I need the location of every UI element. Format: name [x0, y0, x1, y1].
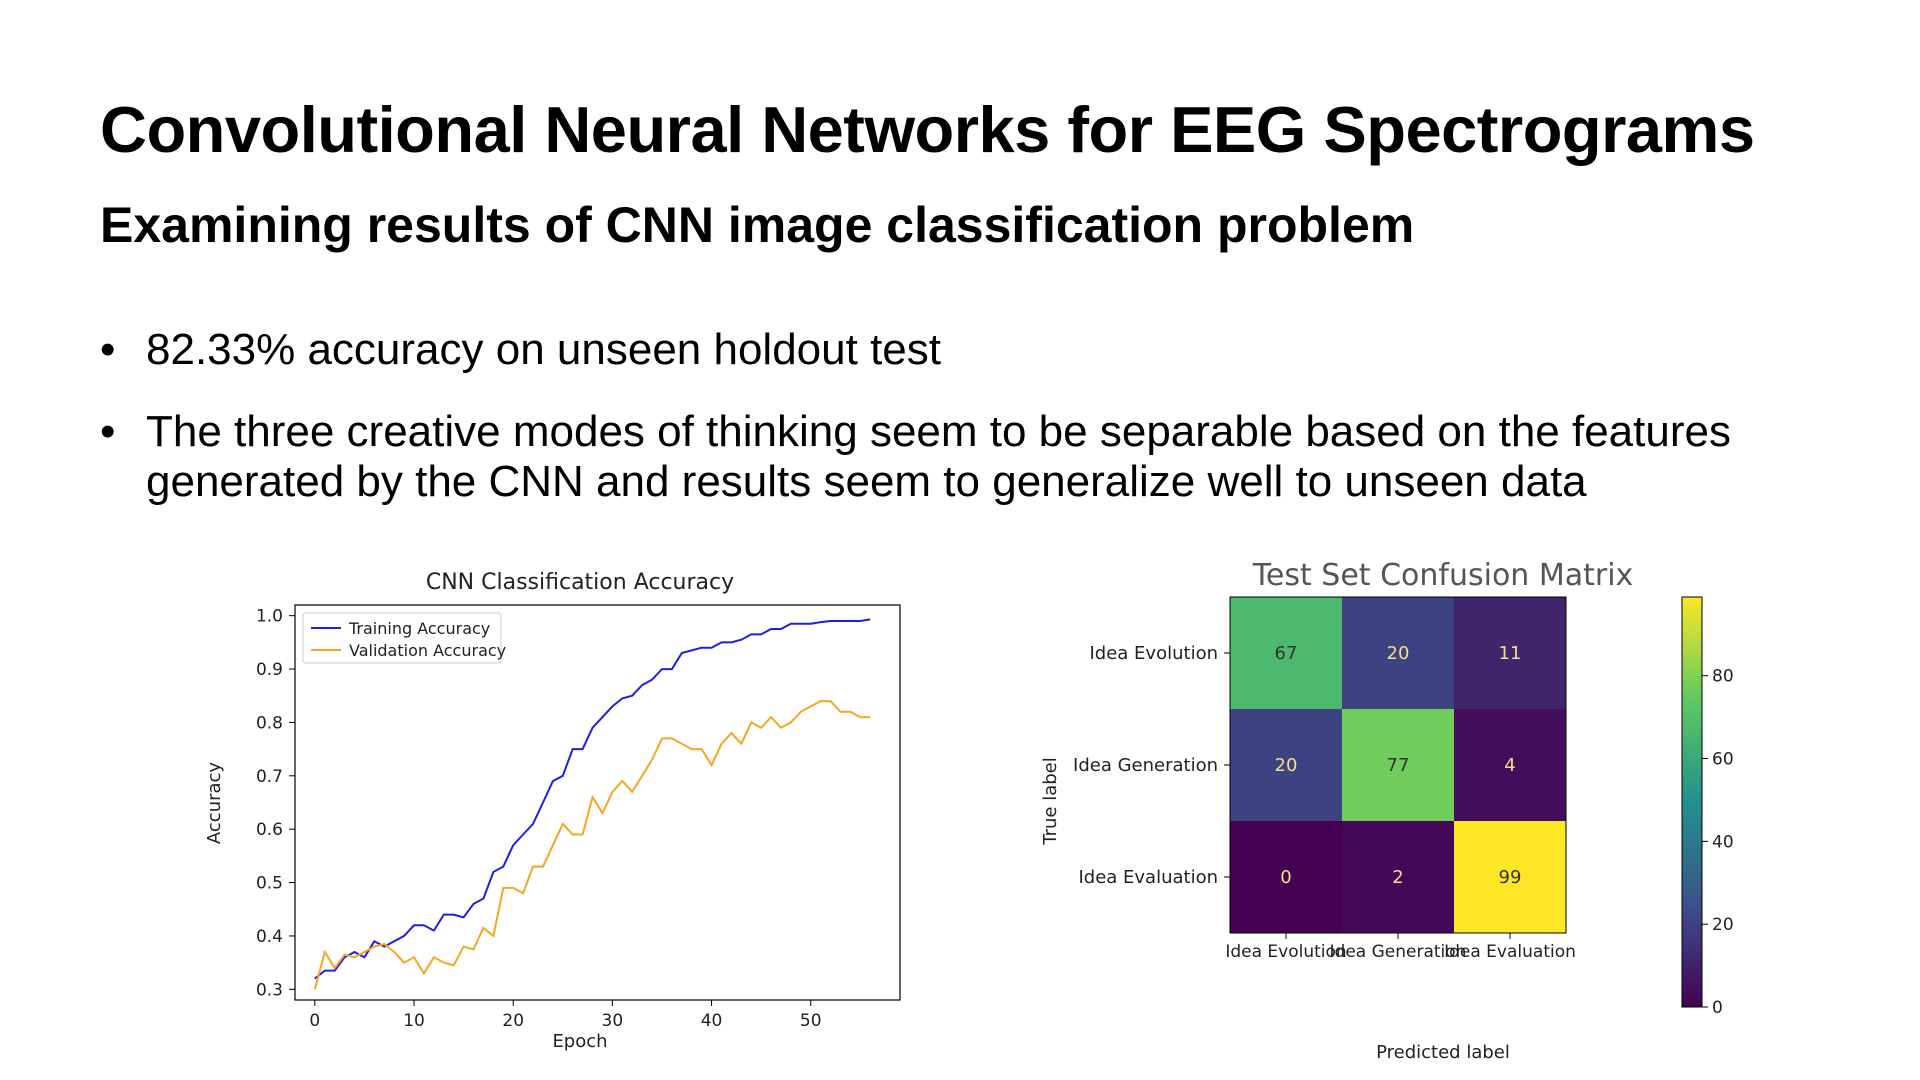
y-tick-label: 0.7 [256, 767, 283, 787]
legend-box [302, 612, 502, 664]
y-axis-label: True label [1040, 757, 1061, 846]
cell-value: 77 [1387, 755, 1410, 776]
matrix-cell [1230, 821, 1342, 933]
col-label: Idea Evaluation [1444, 942, 1576, 962]
slide-title: Convolutional Neural Networks for EEG Sp… [100, 93, 1755, 166]
colorbar [1681, 596, 1703, 1008]
matrix-cell [1230, 597, 1342, 709]
y-tick-label: 0.8 [256, 713, 283, 733]
cell-value: 0 [1280, 867, 1291, 888]
colorbar-tick-label: 80 [1712, 667, 1734, 687]
y-tick-label: 1.0 [256, 607, 283, 627]
colorbar-tick-label: 40 [1712, 832, 1734, 852]
col-label: Idea Generation [1330, 942, 1467, 962]
x-axis-label: Predicted label [1376, 1042, 1510, 1063]
bullet-list: • 82.33% accuracy on unseen holdout test… [100, 325, 1860, 539]
y-tick-label: 0.6 [256, 820, 283, 840]
accuracy-line-chart: CNN Classification Accuracy 0.3 0.4 0.5 0.6… [204, 570, 901, 1052]
y-axis-label: Accuracy [204, 762, 225, 845]
bullet-glyph: • [100, 407, 116, 456]
x-tick-label: 20 [502, 1011, 524, 1031]
bullet-text: 82.33% accuracy on unseen holdout test [146, 325, 941, 374]
y-tick-label: 0.9 [256, 660, 283, 680]
cell-value: 11 [1499, 643, 1522, 664]
row-label: Idea Evaluation [1078, 867, 1218, 888]
x-tick-label: 30 [602, 1011, 624, 1031]
cell-value: 2 [1392, 867, 1403, 888]
colorbar-tick-label: 20 [1712, 915, 1734, 935]
cell-value: 67 [1275, 643, 1298, 664]
bullet-item: • The three creative modes of thinking s… [100, 407, 1860, 507]
y-tick-label: 0.4 [256, 927, 283, 947]
bullet-text: The three creative modes of thinking see… [146, 407, 1731, 506]
x-tick-label: 50 [800, 1011, 822, 1031]
bullet-item: • 82.33% accuracy on unseen holdout test [100, 325, 1860, 375]
y-tick-label: 0.5 [256, 874, 283, 894]
chart-title: Test Set Confusion Matrix [1252, 558, 1634, 593]
series-line-training-accuracy [314, 618, 871, 980]
matrix-cell [1230, 709, 1342, 821]
x-tick-label: 40 [701, 1011, 723, 1031]
colorbar-tick-label: 0 [1712, 998, 1723, 1018]
x-axis-label: Epoch [552, 1031, 607, 1052]
y-tick-label: 0.3 [256, 980, 283, 1000]
x-tick-label: 10 [403, 1011, 425, 1031]
matrix-cell [1342, 821, 1454, 933]
row-label: Idea Evolution [1090, 643, 1219, 664]
matrix-cell [1342, 597, 1454, 709]
bullet-glyph: • [100, 325, 116, 374]
plot-frame [294, 604, 901, 1001]
matrix-cell [1454, 709, 1566, 821]
x-tick-label: 0 [309, 1011, 320, 1031]
cell-value: 4 [1504, 755, 1515, 776]
chart-legend: Training Accuracy Validation Accuracy [302, 612, 506, 664]
cell-value: 99 [1499, 867, 1522, 888]
row-label: Idea Generation [1073, 755, 1218, 776]
series-line-validation-accuracy [313, 700, 871, 990]
matrix-cell [1454, 821, 1566, 933]
legend-label: Training Accuracy [348, 619, 490, 638]
chart-title: CNN Classification Accuracy [426, 570, 734, 595]
cell-value: 20 [1387, 643, 1410, 664]
colorbar-tick-label: 60 [1712, 750, 1734, 770]
matrix-cell [1454, 597, 1566, 709]
cell-value: 20 [1275, 755, 1298, 776]
legend-label: Validation Accuracy [349, 641, 506, 660]
matrix-cell [1342, 709, 1454, 821]
slide-subtitle: Examining results of CNN image classific… [100, 197, 1415, 253]
col-label: Idea Evolution [1225, 942, 1346, 962]
